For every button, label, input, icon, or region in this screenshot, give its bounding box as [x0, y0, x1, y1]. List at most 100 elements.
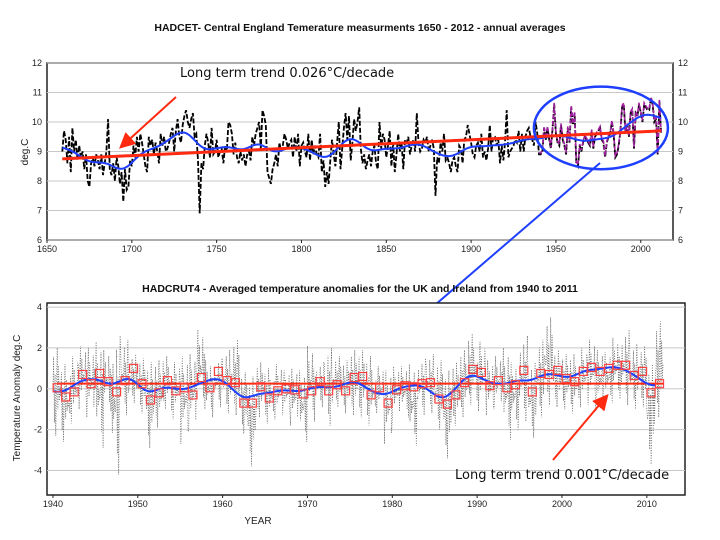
annual-mean-marker	[374, 383, 385, 393]
y-tick-label-right: 10	[678, 117, 688, 127]
y-tick-label: 2	[37, 343, 42, 353]
annual-mean-marker	[61, 392, 71, 402]
annual-mean-marker	[52, 383, 62, 393]
annual-mean-marker	[510, 380, 520, 390]
annual-mean-marker	[256, 382, 266, 392]
annual-mean-marker	[145, 395, 156, 405]
overlay-series-line	[539, 96, 662, 168]
bottom-y-axis-label: Temperature Anomaly deg.C	[12, 335, 23, 462]
x-tick-label: 1970	[297, 499, 317, 509]
trend-line	[62, 129, 662, 161]
top-chart: 6 6 7 7 8 8 9 9 10 10 11 11 12 12 1650 1700 1750 1800 1850…	[32, 58, 688, 254]
y-tick-label-right: 7	[678, 206, 683, 216]
annual-mean-marker	[205, 383, 215, 393]
annual-mean-marker	[459, 378, 470, 388]
y-tick-label: 4	[37, 302, 42, 312]
annual-mean-marker	[111, 387, 122, 397]
annual-mean-marker	[332, 380, 342, 390]
annual-mean-marker	[519, 365, 529, 376]
annual-mean-marker	[341, 386, 351, 396]
y-tick-label: 7	[37, 206, 42, 216]
annual-mean-marker	[451, 390, 461, 400]
annual-mean-marker	[434, 394, 444, 404]
bottom-chart: -4 -2 0 2 4 1940 1950 1960 1970 1980 1990 2000 2010	[34, 302, 686, 509]
x-tick-label: 1850	[376, 244, 396, 254]
x-tick-label: 1800	[291, 244, 311, 254]
y-tick-label: 11	[33, 88, 42, 98]
annual-mean-marker	[553, 365, 563, 376]
x-tick-label: 1990	[467, 499, 487, 509]
top-chart-title: HADCET- Central England Temerature measu…	[154, 22, 565, 34]
annual-mean-marker	[366, 390, 376, 400]
annual-mean-marker	[442, 399, 453, 409]
annual-mean-marker	[179, 383, 190, 393]
annual-mean-marker	[69, 387, 79, 397]
y-tick-label: -2	[34, 425, 42, 435]
annual-mean-marker	[128, 363, 139, 373]
annual-mean-marker	[315, 377, 325, 387]
x-tick-label: 1750	[207, 244, 227, 254]
annual-mean-marker	[103, 377, 113, 387]
highlight-ellipse	[532, 85, 670, 171]
annual-mean-marker	[78, 369, 88, 380]
x-tick-label: 2000	[631, 244, 651, 254]
y-tick-label: 12	[32, 58, 42, 68]
y-tick-label: 10	[32, 117, 42, 127]
y-tick-label-right: 6	[678, 235, 683, 245]
y-tick-label-right: 11	[678, 88, 687, 98]
x-tick-label: 1700	[122, 244, 142, 254]
annual-mean-marker	[425, 378, 436, 388]
y-tick-label: -4	[34, 465, 42, 475]
annual-mean-marker	[383, 398, 393, 408]
plot-area	[46, 302, 686, 496]
top-trend-arrow	[119, 96, 177, 149]
bottom-x-axis-label: YEAR	[244, 516, 271, 527]
annual-mean-marker	[120, 376, 130, 386]
annual-mean-marker	[570, 377, 580, 387]
annual-mean-marker	[621, 360, 631, 370]
annual-mean-marker	[646, 388, 656, 398]
annual-mean-marker	[137, 379, 147, 389]
annual-mean-marker	[196, 372, 207, 383]
x-tick-label: 1900	[461, 244, 481, 254]
x-tick-label: 1950	[546, 244, 566, 254]
top-trend-annotation: Long term trend 0.026°C/decade	[180, 66, 394, 81]
bottom-trend-annotation: Long term trend 0.001°C/decade	[455, 468, 669, 483]
annual-mean-marker	[637, 366, 648, 377]
y-tick-label-right: 8	[678, 176, 683, 186]
y-tick-label-right: 9	[678, 147, 683, 157]
annual-mean-marker	[86, 379, 96, 389]
x-tick-label: 1950	[128, 499, 148, 509]
top-y-axis-label: deg.C	[20, 139, 31, 166]
y-tick-label: 6	[37, 235, 42, 245]
x-tick-label: 2010	[637, 499, 657, 509]
annual-mean-marker	[213, 366, 223, 377]
annual-mean-marker	[162, 376, 173, 386]
annual-mean-marker	[307, 386, 317, 396]
annual-mean-marker	[95, 368, 105, 379]
annual-mean-marker	[493, 376, 503, 386]
annual-mean-marker	[264, 393, 274, 403]
annual-mean-marker	[476, 367, 486, 378]
annual-mean-marker	[154, 388, 164, 398]
annual-mean-marker	[230, 378, 240, 388]
x-tick-label: 1940	[43, 499, 63, 509]
x-tick-label: 2000	[552, 499, 572, 509]
bottom-trend-arrow	[552, 393, 609, 461]
x-tick-label: 1960	[213, 499, 233, 509]
x-tick-label: 1980	[382, 499, 402, 509]
annual-mean-marker	[247, 398, 257, 408]
x-tick-label: 1650	[37, 244, 57, 254]
annual-mean-marker	[527, 387, 537, 397]
annual-mean-marker	[324, 386, 334, 396]
bottom-chart-title: HADCRUT4 - Averaged temperature anomalie…	[142, 283, 578, 295]
annual-mean-marker	[358, 371, 368, 382]
y-tick-label-right: 12	[678, 58, 688, 68]
annual-mean-marker	[485, 381, 495, 391]
annual-mean-marker	[188, 390, 198, 400]
y-tick-label: 8	[37, 176, 42, 186]
y-tick-label: 0	[37, 384, 42, 394]
y-tick-label: 9	[37, 147, 42, 157]
annual-mean-marker	[654, 379, 665, 389]
